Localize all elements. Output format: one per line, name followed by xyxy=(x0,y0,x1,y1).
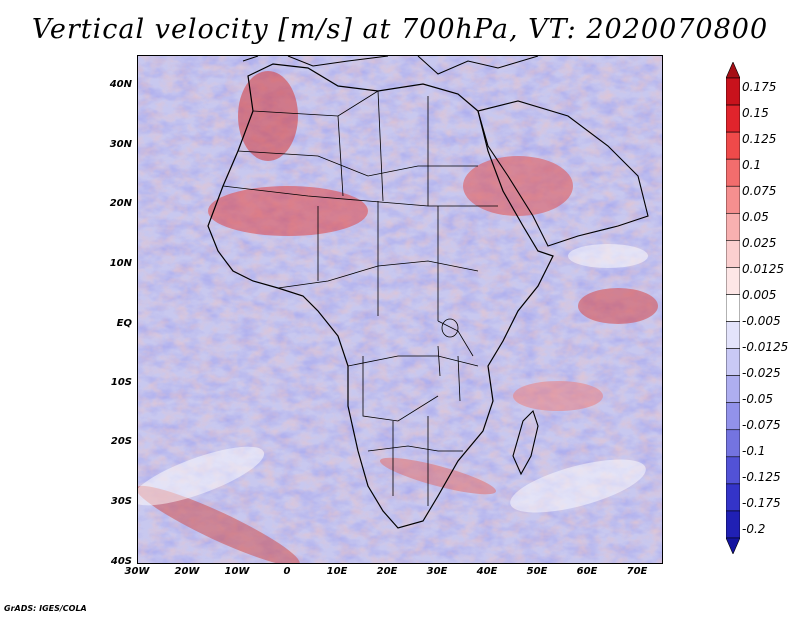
colorbar-swatch xyxy=(726,240,740,268)
colorbar-label-neg-0-075: -0.075 xyxy=(742,418,781,432)
colorbar-label-neg-0-125: -0.125 xyxy=(742,470,781,484)
colorbar-swatch xyxy=(726,185,740,214)
lat-label-10n: 10N xyxy=(109,258,132,269)
colorbar-swatch xyxy=(726,348,740,376)
colorbar-label-0-1: 0.1 xyxy=(742,158,762,172)
lat-label-10s: 10S xyxy=(110,377,132,388)
lon-label-70e: 70E xyxy=(626,566,648,577)
colorbar-label-neg-0-005: -0.005 xyxy=(742,314,781,328)
colorbar-label-0-0125: 0.0125 xyxy=(742,262,784,276)
colorbar-label-0-005: 0.005 xyxy=(742,288,777,302)
lon-label-20e: 20E xyxy=(376,566,398,577)
lat-label-20s: 20S xyxy=(110,436,132,447)
colorbar-label-0-025: 0.025 xyxy=(742,236,777,250)
lon-label-0: 0 xyxy=(283,566,291,577)
colorbar-label-neg-0-1: -0.1 xyxy=(742,444,766,458)
lon-label-30w: 30W xyxy=(124,566,150,577)
europe-coastline xyxy=(242,56,539,75)
lon-label-20w: 20W xyxy=(174,566,200,577)
colorbar-swatch xyxy=(726,537,740,554)
colorbar-swatch xyxy=(726,429,740,458)
colorbar-label-neg-0-025: -0.025 xyxy=(742,366,781,380)
colorbar-swatch xyxy=(726,510,740,539)
lat-label-40s: 40S xyxy=(110,556,132,567)
madagascar-coastline xyxy=(512,409,539,476)
colorbar-label-0-125: 0.125 xyxy=(742,132,777,146)
colorbar-label-0-075: 0.075 xyxy=(742,184,777,198)
colorbar-swatch xyxy=(726,62,740,79)
colorbar-swatch xyxy=(726,212,740,241)
colorbar-label-neg-0-05: -0.05 xyxy=(742,392,774,406)
colorbar-swatch xyxy=(726,77,740,106)
lon-label-30e: 30E xyxy=(426,566,448,577)
colorbar-swatch xyxy=(726,483,740,512)
colorbar xyxy=(726,62,740,554)
rising-motion-areas xyxy=(138,71,658,563)
colorbar-label-0-15: 0.15 xyxy=(742,106,769,120)
arabia-coastline xyxy=(477,100,649,247)
neutral-areas xyxy=(138,244,648,513)
country-borders xyxy=(222,90,498,506)
lat-label-20n: 20N xyxy=(109,198,132,209)
colorbar-swatch xyxy=(726,321,740,349)
lon-label-40e: 40E xyxy=(476,566,498,577)
colorbar-swatch xyxy=(726,456,740,485)
colorbar-label-neg-0-2: -0.2 xyxy=(742,522,766,536)
lat-label-40n: 40N xyxy=(109,79,132,90)
vertical-velocity-map xyxy=(137,55,663,564)
lon-label-10w: 10W xyxy=(224,566,250,577)
map-title: Vertical velocity [m/s] at 700hPa, VT: 2… xyxy=(31,14,769,45)
colorbar-swatch xyxy=(726,294,740,322)
colorbar-label-neg-0-0125: -0.0125 xyxy=(742,340,789,354)
lat-label-30n: 30N xyxy=(109,139,132,150)
grads-credit: GrADS: IGES/COLA xyxy=(4,604,87,613)
lon-label-60e: 60E xyxy=(576,566,598,577)
colorbar-label-0-05: 0.05 xyxy=(742,210,769,224)
colorbar-swatch xyxy=(726,158,740,187)
lat-label-eq: EQ xyxy=(116,318,132,329)
africa-coastline xyxy=(207,63,554,529)
lon-label-50e: 50E xyxy=(526,566,548,577)
colorbar-swatch xyxy=(726,104,740,133)
lakes xyxy=(437,318,461,402)
lat-label-30s: 30S xyxy=(110,496,132,507)
colorbar-swatch xyxy=(726,375,740,404)
lon-label-10e: 10E xyxy=(326,566,348,577)
colorbar-swatch xyxy=(726,131,740,160)
colorbar-label-0-175: 0.175 xyxy=(742,80,777,94)
colorbar-swatch xyxy=(726,267,740,295)
colorbar-label-neg-0-175: -0.175 xyxy=(742,496,781,510)
colorbar-swatch xyxy=(726,402,740,431)
